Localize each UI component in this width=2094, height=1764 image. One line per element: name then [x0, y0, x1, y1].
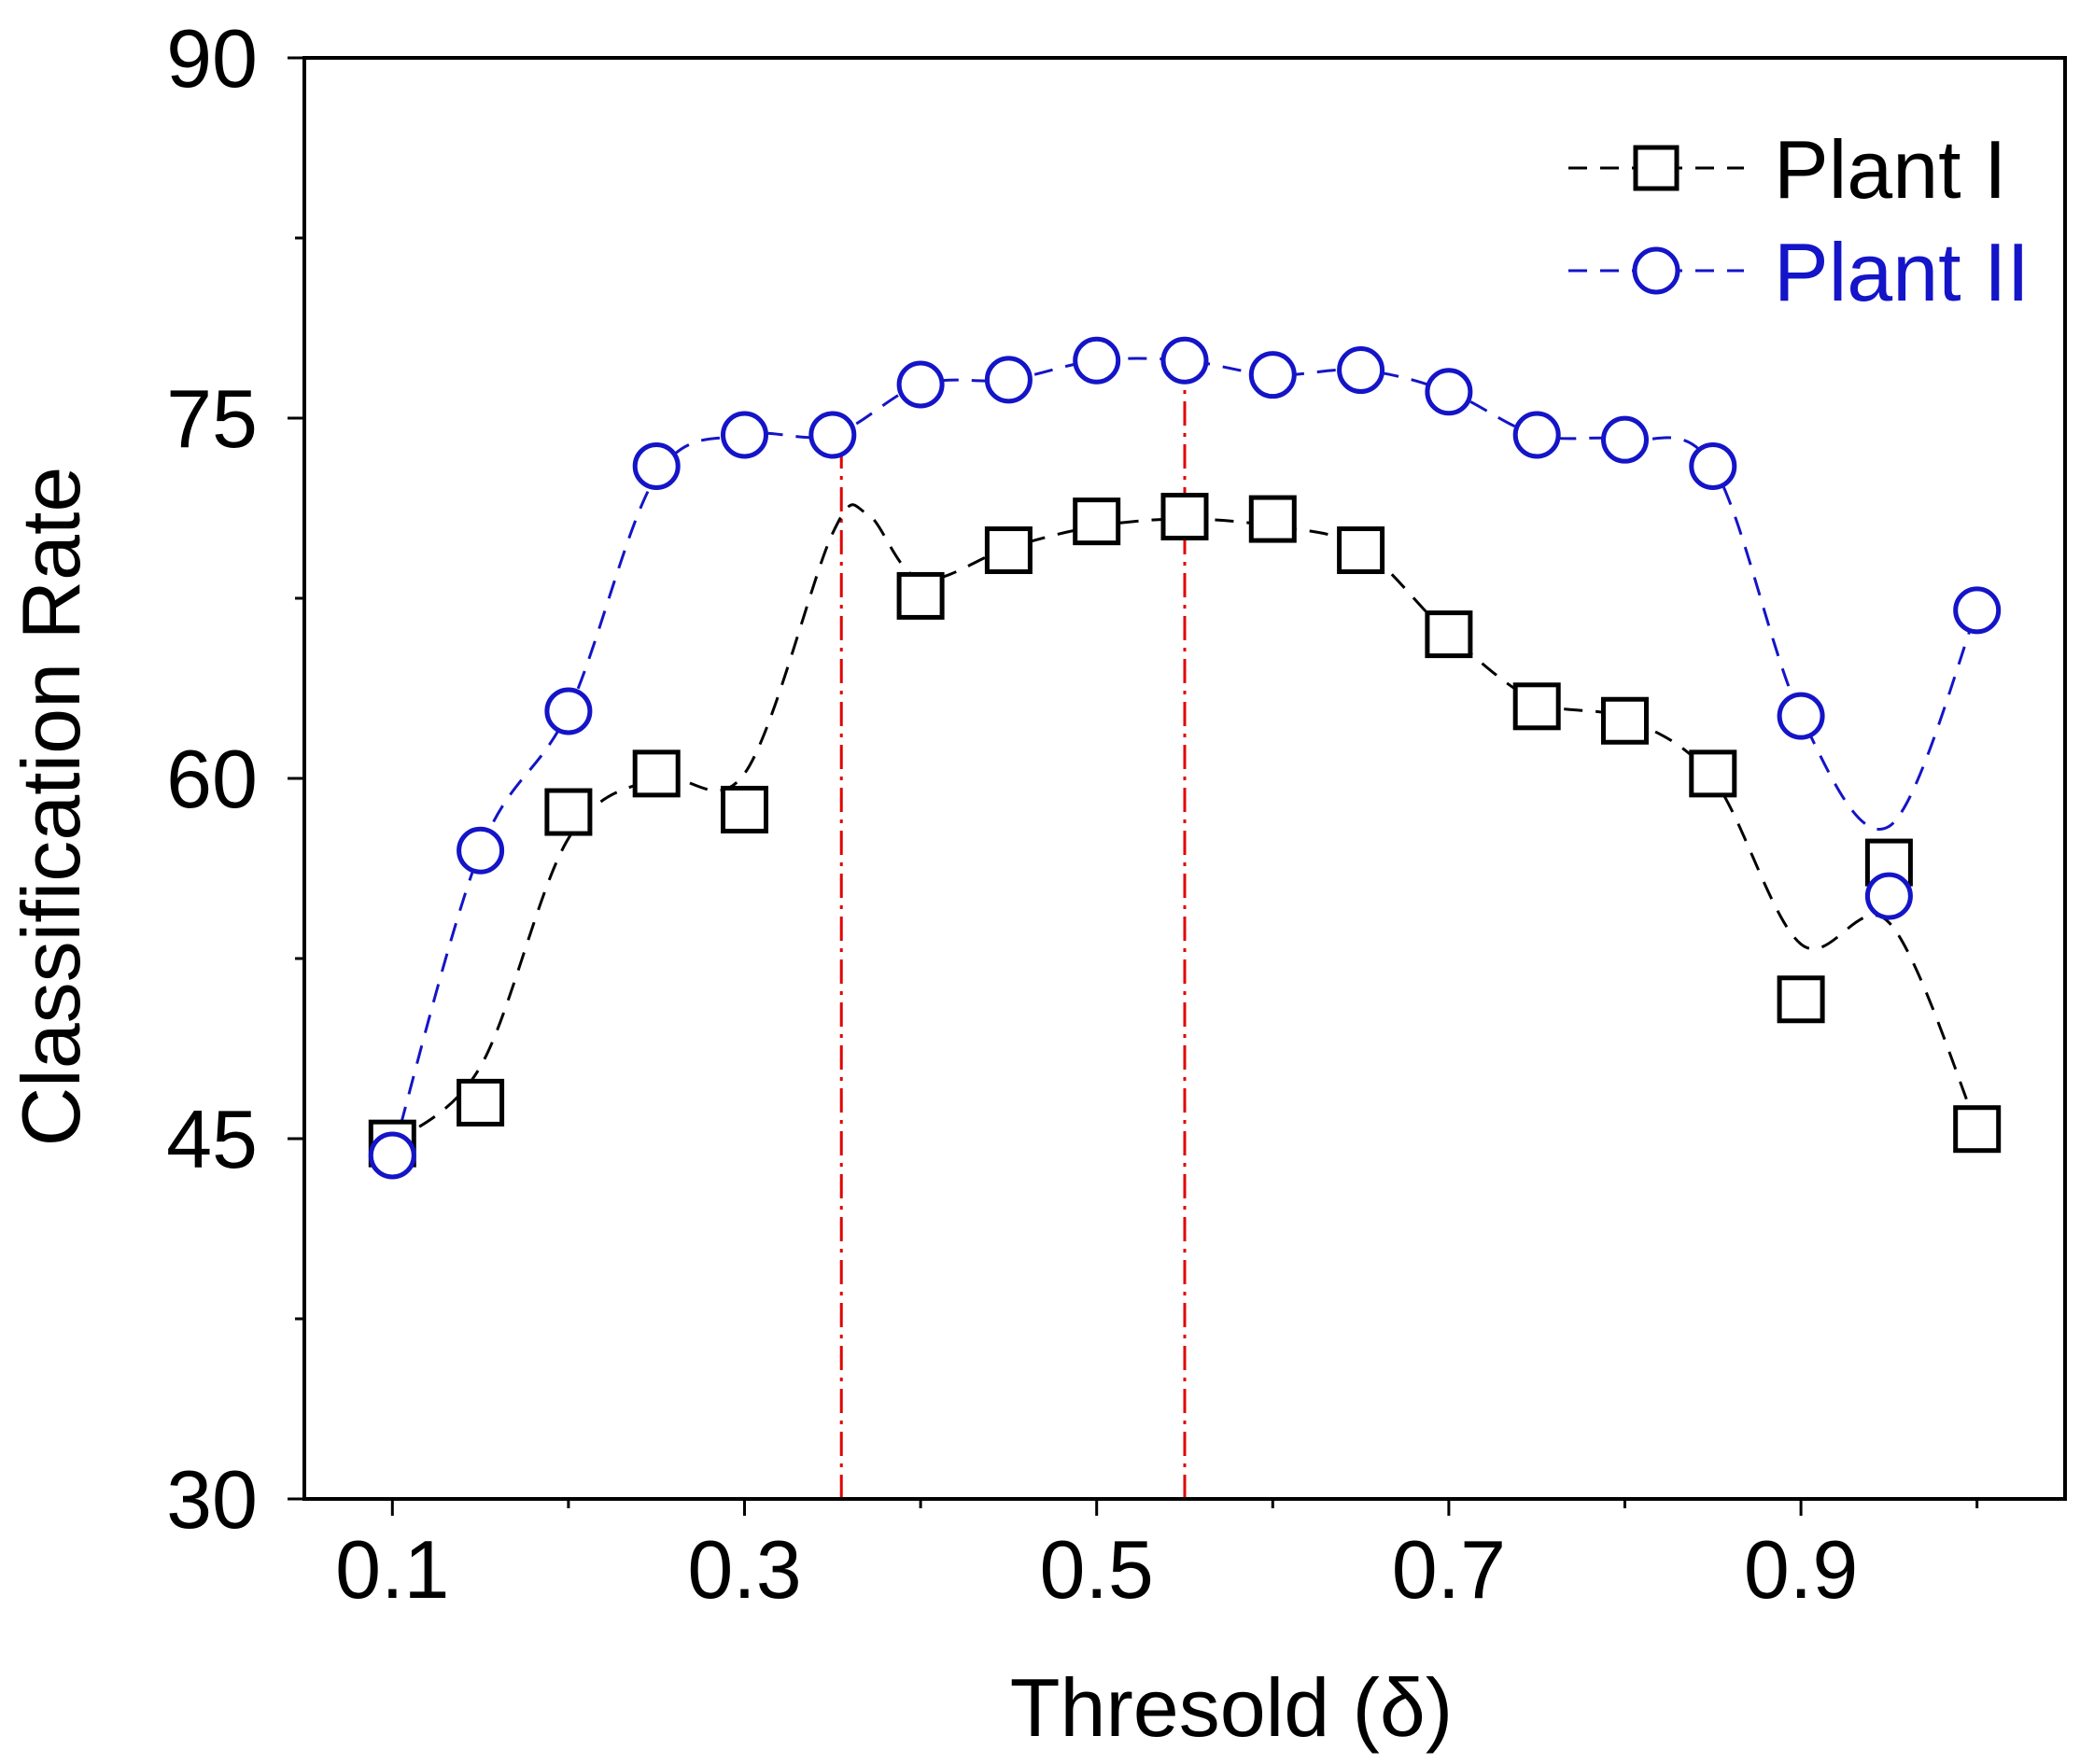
legend: Plant I Plant II — [1568, 123, 2030, 318]
data-point-plant-i-8 — [1073, 497, 1121, 546]
data-point-plant-i-3 — [632, 749, 681, 798]
data-point-plant-ii-13 — [1512, 411, 1561, 459]
axis-ticks — [288, 56, 1979, 1516]
legend-entry-plant-ii: Plant II — [1568, 226, 2030, 318]
data-point-plant-i-11 — [1337, 526, 1385, 575]
x-tick-label-0: 0.1 — [335, 1523, 449, 1616]
series-markers — [368, 336, 2002, 1180]
data-point-plant-i-9 — [1160, 493, 1209, 541]
data-point-plant-i-16 — [1777, 975, 1825, 1024]
data-point-plant-i-10 — [1248, 495, 1297, 543]
data-point-plant-ii-12 — [1425, 368, 1473, 416]
y-tick-labels: 30 45 60 75 90 — [166, 12, 258, 1546]
data-point-plant-ii-11 — [1337, 346, 1385, 395]
x-tick-label-4: 0.9 — [1744, 1523, 1858, 1616]
series-line-plant-i — [391, 503, 1979, 1145]
data-point-plant-ii-10 — [1248, 351, 1297, 399]
data-point-plant-ii-17 — [1864, 872, 1913, 920]
data-point-plant-i-7 — [984, 526, 1033, 575]
data-point-plant-ii-9 — [1160, 336, 1209, 385]
y-tick-label-1: 45 — [166, 1093, 258, 1185]
data-point-plant-ii-15 — [1689, 441, 1737, 490]
data-point-plant-i-4 — [721, 785, 768, 833]
x-tick-label-1: 0.3 — [687, 1523, 801, 1616]
data-point-plant-ii-14 — [1601, 415, 1649, 464]
y-axis-title: Classification Rate — [5, 467, 97, 1147]
data-point-plant-i-1 — [457, 1078, 505, 1127]
x-tick-labels: 0.1 0.3 0.5 0.7 0.9 — [335, 1523, 1858, 1616]
legend-marker-square — [1633, 145, 1679, 191]
data-point-plant-ii-6 — [896, 360, 945, 409]
data-point-plant-ii-1 — [457, 826, 505, 875]
data-point-plant-ii-5 — [808, 411, 857, 459]
x-tick-label-2: 0.5 — [1040, 1523, 1154, 1616]
data-point-plant-i-6 — [896, 571, 945, 620]
y-tick-label-0: 30 — [166, 1453, 258, 1546]
data-point-plant-ii-16 — [1777, 692, 1825, 740]
data-point-plant-i-12 — [1425, 610, 1473, 659]
data-point-plant-i-15 — [1689, 749, 1737, 798]
series-curves — [390, 357, 1979, 1156]
reference-lines — [839, 360, 1187, 1499]
y-tick-label-4: 90 — [166, 12, 258, 105]
legend-label-plant-ii: Plant II — [1774, 226, 2030, 318]
x-tick-label-3: 0.7 — [1392, 1523, 1506, 1616]
y-tick-label-3: 75 — [166, 372, 258, 465]
data-point-plant-ii-3 — [632, 441, 681, 490]
data-point-plant-ii-0 — [368, 1131, 416, 1180]
data-point-plant-ii-18 — [1953, 586, 2002, 635]
legend-label-plant-i: Plant I — [1774, 123, 2006, 216]
y-tick-label-2: 60 — [166, 733, 258, 825]
data-point-plant-i-14 — [1601, 696, 1649, 745]
data-point-plant-ii-8 — [1073, 336, 1121, 385]
data-point-plant-ii-7 — [984, 356, 1033, 404]
data-point-plant-ii-2 — [544, 687, 593, 735]
x-axis-title: Thresold (δ) — [1010, 1661, 1453, 1754]
legend-entry-plant-i: Plant I — [1568, 123, 2006, 216]
legend-marker-circle — [1632, 246, 1680, 295]
data-point-plant-i-13 — [1512, 682, 1561, 731]
data-point-plant-i-2 — [544, 788, 593, 836]
data-point-plant-i-18 — [1953, 1105, 2002, 1154]
data-point-plant-ii-4 — [721, 411, 768, 459]
